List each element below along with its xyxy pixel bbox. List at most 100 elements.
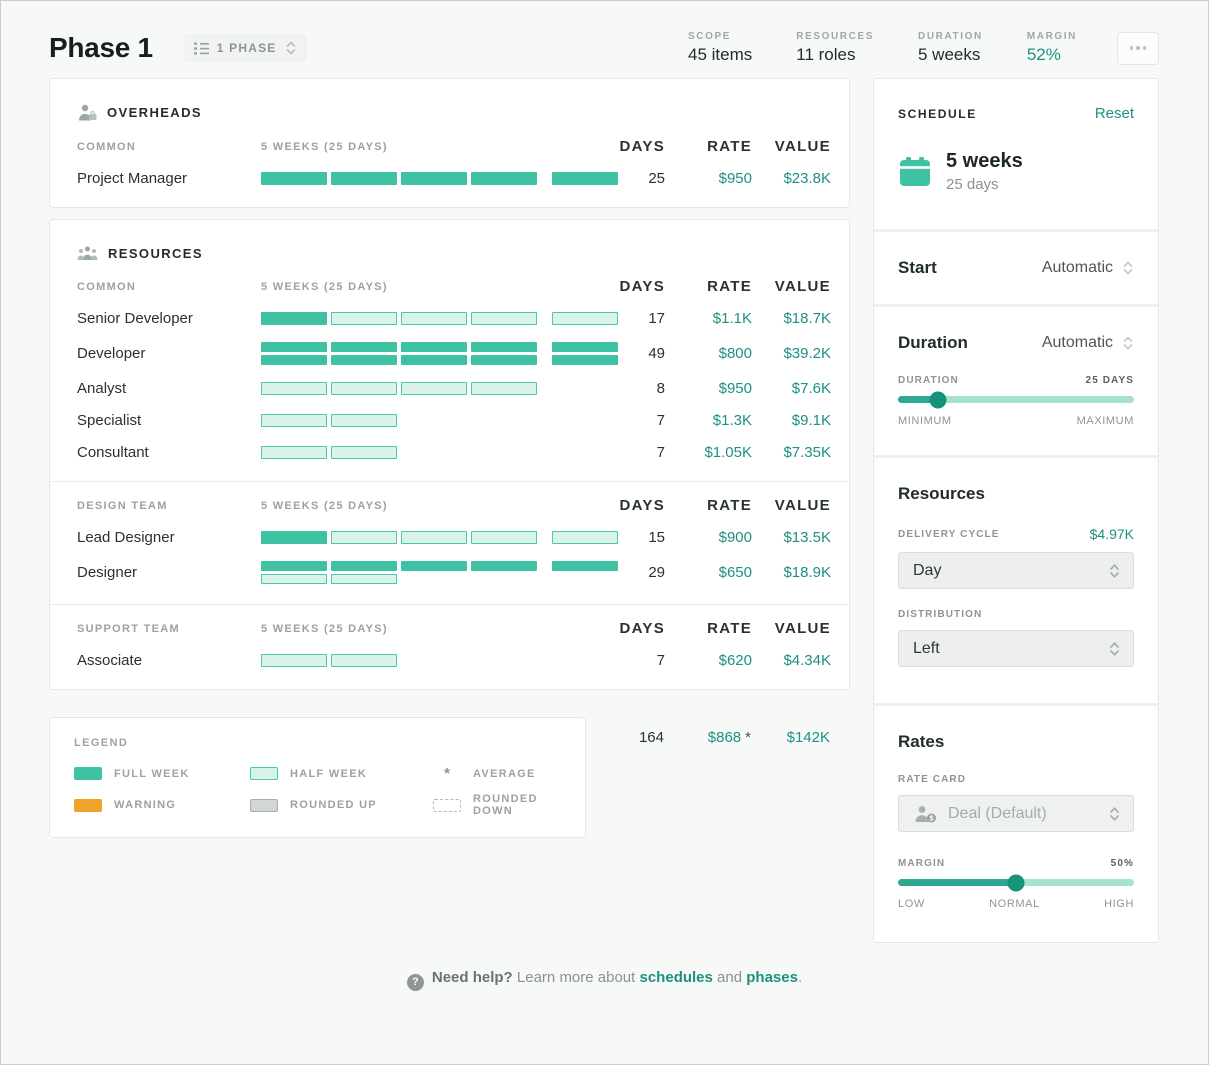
overheads-title: OVERHEADS: [107, 105, 202, 120]
full-week-bar: [471, 342, 537, 352]
rates-section: Rates RATE CARD $ Deal (Default): [874, 703, 1158, 942]
schedules-link[interactable]: schedules: [639, 969, 713, 986]
bar-lane: [261, 561, 618, 571]
period-label: 5 WEEKS (25 DAYS): [261, 499, 388, 512]
table-row: Senior Developer 17 $1.1K $18.7K: [77, 310, 831, 327]
distribution-select[interactable]: Left: [898, 630, 1134, 667]
rounded-up-swatch: [250, 798, 278, 812]
people-group-icon: [77, 246, 98, 260]
group-label: DESIGN TEAM: [77, 499, 168, 512]
value-column-header: VALUE: [774, 497, 831, 514]
delivery-cycle-cost: $4.97K: [1089, 526, 1134, 542]
phase-selector-label: 1 PHASE: [216, 41, 277, 55]
rate-value: $1.05K: [704, 444, 752, 461]
phase-selector[interactable]: 1 PHASE: [183, 34, 307, 62]
days-column-header: DAYS: [619, 278, 665, 295]
start-section: Start Automatic: [874, 229, 1158, 304]
half-week-bar: [331, 531, 397, 544]
full-week-bar: [401, 172, 467, 185]
stat-margin: MARGIN 52%: [1026, 31, 1077, 64]
table-row: Specialist 7 $1.3K $9.1K: [77, 412, 831, 429]
rate-value: $800: [718, 345, 752, 362]
days-value: 15: [648, 529, 665, 546]
full-week-bar: [331, 342, 397, 352]
help-footer: ? Need help? Learn more about schedules a…: [1, 969, 1208, 991]
half-week-swatch: [250, 767, 278, 780]
bar-lane: [261, 312, 618, 325]
rates-heading: Rates: [898, 732, 945, 751]
rate-card-label: RATE CARD: [898, 774, 967, 785]
legend-item-average: * AVERAGE: [433, 765, 561, 782]
value-amount: $7.35K: [783, 444, 831, 461]
full-week-bar: [261, 531, 327, 544]
more-options-button[interactable]: [1117, 31, 1159, 65]
schedule-duration-weeks: 5 weeks: [946, 150, 1023, 172]
rate-value: $950: [718, 170, 752, 187]
full-week-swatch: [74, 767, 102, 780]
week-bars: [261, 382, 618, 395]
empty-slot: [552, 446, 618, 459]
full-week-bar: [401, 561, 467, 571]
total-days: 164: [638, 729, 664, 746]
start-mode-dropdown[interactable]: Automatic: [1042, 259, 1134, 277]
distribution-label: DISTRIBUTION: [898, 609, 983, 620]
delivery-cycle-select[interactable]: Day: [898, 552, 1134, 589]
duration-mode-dropdown[interactable]: Automatic: [1042, 334, 1134, 352]
duration-slider[interactable]: [898, 391, 1134, 408]
half-week-bar: [471, 312, 537, 325]
duration-slider-thumb[interactable]: [929, 391, 947, 408]
phases-link[interactable]: phases: [746, 969, 798, 986]
total-value: $142K: [786, 729, 830, 746]
empty-slot: [552, 654, 618, 667]
margin-low-label: LOW: [898, 898, 925, 910]
schedule-summary-section: SCHEDULE Reset 5 weeks 25 days: [874, 79, 1158, 229]
week-bars: [261, 446, 618, 459]
resources-section: Resources DELIVERY CYCLE $4.97K Day DIST…: [874, 455, 1158, 703]
rate-value: $620: [718, 652, 752, 669]
rate-value: $950: [718, 380, 752, 397]
days-column-header: DAYS: [619, 138, 665, 155]
half-week-bar: [401, 531, 467, 544]
full-week-bar: [331, 561, 397, 571]
full-week-bar: [261, 342, 327, 352]
days-value: 7: [656, 412, 665, 429]
bar-lane: [261, 531, 618, 544]
reset-button[interactable]: Reset: [1094, 105, 1134, 122]
rounded-down-swatch: [433, 798, 461, 812]
role-name: Specialist: [77, 412, 142, 429]
legend-title: LEGEND: [74, 737, 129, 749]
value-column-header: VALUE: [774, 138, 831, 155]
half-week-bar: [331, 574, 397, 584]
full-week-bar: [261, 355, 327, 365]
margin-slider-thumb[interactable]: [1007, 874, 1025, 891]
asterisk-icon: *: [444, 765, 450, 782]
half-week-bar: [261, 414, 327, 427]
week-bars: [261, 414, 618, 427]
help-icon: ?: [406, 973, 424, 991]
chevron-updown-icon: [1123, 336, 1133, 350]
days-column-header: DAYS: [619, 620, 665, 637]
legend-item-full-week: FULL WEEK: [74, 765, 250, 782]
week-bars: [261, 654, 618, 667]
chevron-updown-icon: [1110, 806, 1119, 821]
rate-card-select[interactable]: $ Deal (Default): [898, 795, 1134, 832]
rate-column-header: RATE: [707, 497, 752, 514]
bar-lane: [261, 382, 618, 395]
value-column-header: VALUE: [774, 620, 831, 637]
svg-text:$: $: [929, 813, 934, 822]
resources-title: RESOURCES: [108, 245, 203, 261]
calendar-icon: [900, 156, 930, 186]
full-week-bar: [552, 561, 618, 571]
half-week-bar: [331, 414, 397, 427]
table-row: Developer 49 $800 $39.2K: [77, 342, 831, 365]
full-week-bar: [401, 342, 467, 352]
bar-lane: [261, 574, 618, 584]
half-week-bar: [331, 382, 397, 395]
week-bars: [261, 312, 618, 325]
full-week-bar: [261, 172, 327, 185]
full-week-bar: [261, 561, 327, 571]
margin-slider[interactable]: [898, 874, 1134, 891]
legend-item-half-week: HALF WEEK: [250, 765, 433, 782]
full-week-bar: [261, 312, 327, 325]
page-title: Phase 1: [49, 32, 153, 63]
